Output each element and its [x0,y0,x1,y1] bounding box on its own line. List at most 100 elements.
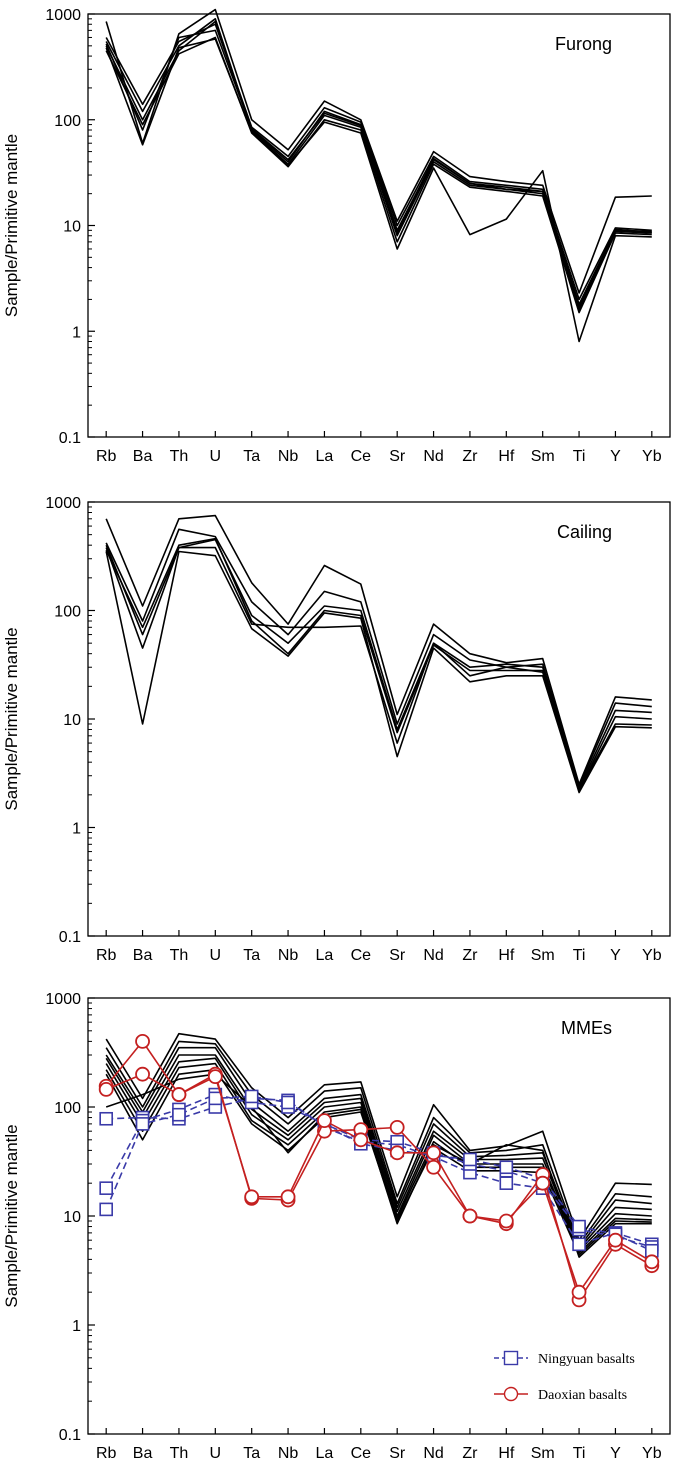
y-tick-label: 100 [54,1100,81,1117]
x-tick-label-Yb: Yb [642,448,662,465]
x-tick-label-Sr: Sr [389,1445,406,1462]
series-line-7 [105,38,652,343]
x-tick-label-Sm: Sm [531,1445,555,1462]
x-tick-label-Y: Y [610,947,621,964]
y-tick-label: 0.1 [59,1427,81,1444]
legend-label: Ningyuan basalts [538,1352,635,1367]
chart-panel-2: 0.1 1 10 100 1000 Rb Ba Th U Ta Nb La Ce Sr Nd Zr Hf Sm Ti… [2,495,671,964]
x-tick-label-Nd: Nd [423,947,443,964]
x-tick-label-Y: Y [610,1445,621,1462]
square-marker [572,1219,586,1234]
marker-series-line [105,1073,653,1294]
square-marker [99,1181,113,1195]
series-line-1 [105,514,652,786]
x-tick-label-Th: Th [170,947,189,964]
y-tick-label: 10 [63,712,81,729]
circle-marker [608,1232,623,1248]
y-tick-label: 0.1 [59,430,81,447]
circle-marker [317,1113,332,1129]
square-marker [572,1237,586,1252]
series-line-1 [105,8,652,294]
y-tick-label: 1 [72,1318,81,1335]
x-tick-label-Sr: Sr [389,448,406,465]
chart-panel-3: 0.1 1 10 100 1000 Rb Ba Th U Ta Nb La Ce Sr Nd Zr Hf Sm Ti… [2,991,671,1462]
x-tick-label-Nd: Nd [423,1445,443,1462]
x-tick-label-Th: Th [170,448,189,465]
series-line-3 [105,1046,652,1248]
square-marker [99,1202,113,1217]
x-tick-label-Sm: Sm [531,947,555,964]
x-tick-label-Ba: Ba [133,1445,153,1462]
x-tick-label-La: La [316,947,334,964]
x-tick-label-Rb: Rb [96,947,117,964]
circle-marker [426,1159,441,1175]
x-tick-label-Ti: Ti [573,448,586,465]
x-tick-label-La: La [316,1445,334,1462]
x-tick-label-Ta: Ta [243,947,260,964]
square-marker [208,1091,223,1106]
x-tick-label-Rb: Rb [96,448,117,465]
legend-circle-marker [503,1386,519,1402]
x-tick-label-Ti: Ti [573,947,586,964]
circle-marker [644,1254,660,1270]
x-tick-label-Th: Th [170,1445,189,1462]
legend-square-marker [503,1350,519,1366]
y-tick-label: 10 [63,1209,81,1226]
series-line-2 [105,528,652,788]
square-marker [172,1107,186,1122]
series-line-3 [105,17,652,306]
marker-series-line [105,1040,653,1302]
panel-title: Cailing [557,522,612,542]
x-tick-label-Nb: Nb [278,448,299,465]
square-marker [99,1111,113,1126]
circle-marker [171,1087,187,1102]
square-marker [135,1117,150,1131]
square-marker [281,1095,295,1110]
square-marker [463,1152,477,1167]
y-tick-label: 1 [72,324,81,341]
circle-marker [498,1213,514,1229]
y-tick-label: 10 [63,219,81,236]
x-tick-label-Hf: Hf [498,448,515,465]
plot-frame [87,13,671,438]
x-tick-label-U: U [210,947,222,964]
x-tick-label-Ba: Ba [133,448,153,465]
panel-title: Furong [555,34,612,54]
series-line-6 [105,544,652,792]
y-tick-label: 100 [54,604,81,621]
y-axis-title: Sample/Primitive mantle [2,1124,21,1307]
plot-frame [87,997,671,1435]
x-tick-label-Zr: Zr [462,448,478,465]
circle-marker [98,1082,114,1097]
circle-marker [207,1069,223,1085]
x-tick-label-Yb: Yb [642,1445,662,1462]
x-tick-label-Yb: Yb [642,947,662,964]
x-tick-label-Zr: Zr [462,947,478,964]
circle-marker [353,1132,369,1148]
x-tick-label-U: U [210,1445,222,1462]
panel-title: MMEs [561,1018,612,1038]
square-marker [499,1176,514,1190]
x-tick-label-Ta: Ta [243,448,260,465]
circle-marker [135,1066,150,1082]
x-tick-label-La: La [316,448,334,465]
series-line-5 [105,550,652,794]
series-line-1 [105,1032,652,1241]
marker-series-line [105,1093,653,1248]
x-tick-label-Hf: Hf [498,947,515,964]
series-line-6 [105,1062,652,1254]
circle-marker [389,1145,405,1161]
x-tick-label-Ce: Ce [351,947,372,964]
x-tick-label-Zr: Zr [462,1445,478,1462]
y-tick-label: 1000 [45,991,81,1008]
x-tick-label-Nb: Nb [278,1445,299,1462]
circle-marker [244,1189,260,1205]
y-axis-title: Sample/Primitive mantle [2,134,21,317]
circle-marker [135,1033,150,1049]
x-tick-label-Hf: Hf [498,1445,515,1462]
series-line-2 [105,23,652,301]
circle-marker [535,1175,551,1191]
y-tick-label: 1000 [45,495,81,512]
